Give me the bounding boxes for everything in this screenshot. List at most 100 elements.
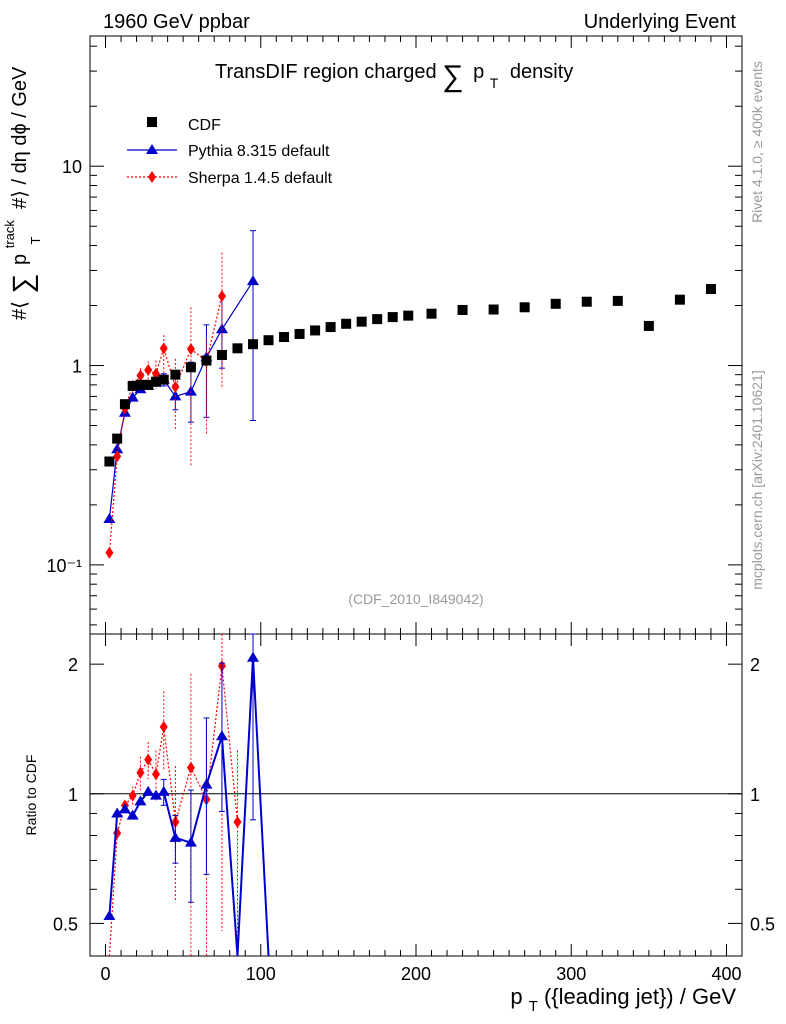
ratio-point-pythia (200, 778, 213, 789)
ratio-y-tick-label-right: 2 (750, 655, 760, 675)
x-tick-label: 300 (556, 964, 586, 984)
ratio-point-pythia (247, 651, 259, 662)
main-point-cdf (112, 433, 123, 444)
ratio-point-sherpa (144, 753, 153, 766)
x-tick-label: 100 (246, 964, 276, 984)
main-point-cdf (185, 362, 196, 373)
rivet-label: Rivet 4.1.0, ≥ 400k events (749, 61, 765, 223)
ratio-y-tick-label-right: 1 (750, 785, 760, 805)
main-point-sherpa (136, 369, 145, 382)
ratio-y-tick-label-right: 0.5 (750, 914, 775, 934)
main-point-cdf (488, 304, 499, 315)
main-point-pythia (247, 275, 259, 286)
main-point-cdf (248, 339, 258, 350)
y-tick-label: 1 (72, 357, 82, 377)
ratio-point-pythia (126, 809, 139, 820)
main-point-cdf (325, 322, 336, 333)
main-point-cdf (232, 343, 243, 354)
main-point-sherpa (113, 450, 122, 463)
legend: CDF Pythia 8.315 default Sherpa 1.4.5 de… (127, 117, 333, 187)
ratio-point-pythia (169, 831, 182, 842)
ratio-point-pythia (103, 910, 116, 921)
ratio-point-sherpa (136, 766, 145, 779)
main-point-sherpa (171, 381, 180, 394)
main-point-cdf (158, 374, 169, 385)
main-point-cdf (150, 376, 161, 387)
main-point-cdf (341, 318, 352, 329)
main-point-sherpa (159, 342, 168, 355)
main-ylabel: #⟨ ∑ p track T #⟩ / dη dϕ / GeV (0, 66, 45, 320)
main-point-cdf (310, 325, 321, 336)
legend-marker-cdf (147, 117, 157, 127)
ratio-point-sherpa (159, 720, 168, 733)
main-point-pythia (111, 443, 124, 454)
y-tick-label: 10 (62, 157, 82, 177)
main-point-cdf (135, 379, 146, 390)
ratio-point-sherpa (186, 761, 195, 774)
ratio-point-pythia (134, 795, 147, 806)
ratio-point-pythia (149, 789, 162, 800)
ratio-point-pythia (118, 803, 131, 814)
ratio-point-sherpa (128, 789, 137, 802)
ratio-y-tick-label: 1 (68, 785, 78, 805)
main-point-cdf (119, 399, 130, 410)
mcplots-label: mcplots.cern.ch [arXiv:2401.10621] (749, 370, 765, 589)
main-point-cdf (216, 349, 227, 360)
header-left: 1960 GeV ppbar (103, 11, 250, 33)
y-tick-label: 10⁻¹ (46, 556, 82, 576)
ratio-point-sherpa (233, 815, 242, 828)
main-point-sherpa (186, 343, 195, 356)
main-point-cdf (426, 308, 437, 319)
main-point-cdf (201, 355, 212, 366)
main-point-cdf (387, 312, 398, 323)
analysis-label: (CDF_2010_I849042) (348, 591, 483, 607)
ratio-y-tick-label: 2 (68, 655, 78, 675)
header-right: Underlying Event (584, 11, 737, 33)
x-tick-label: 200 (401, 964, 431, 984)
main-point-cdf (612, 295, 623, 306)
main-point-pythia (215, 323, 228, 334)
xlabel: p T ({leading jet}) / GeV (510, 984, 736, 1016)
main-point-cdf (674, 294, 685, 305)
main-point-sherpa (105, 546, 114, 559)
main-point-pythia (184, 385, 197, 396)
ratio-ylabel: Ratio to CDF (23, 755, 39, 836)
main-point-cdf (104, 456, 115, 467)
ratio-point-pythia (184, 836, 197, 847)
main-point-cdf (279, 332, 290, 343)
main-point-cdf (372, 314, 383, 325)
main-point-sherpa (144, 363, 153, 376)
main-point-cdf (457, 304, 468, 315)
main-line-sherpa (108, 295, 223, 553)
legend-marker-pythia (146, 144, 158, 154)
ratio-point-pythia (111, 807, 124, 818)
legend-marker-sherpa (148, 171, 156, 183)
main-point-cdf (170, 369, 181, 380)
ratio-point-pythia (142, 785, 155, 796)
main-point-cdf (705, 284, 716, 295)
ratio-point-pythia (215, 730, 228, 741)
ratio-y-tick-label: 0.5 (53, 914, 78, 934)
x-tick-label: 400 (711, 964, 741, 984)
ratio-point-pythia (157, 785, 170, 796)
ratio-point-sherpa (151, 768, 160, 781)
main-title: TransDIF region charged ∑ p T density (215, 60, 573, 93)
main-point-pythia (126, 391, 139, 402)
main-point-cdf (263, 335, 274, 346)
main-point-cdf (403, 310, 414, 321)
legend-label-pythia: Pythia 8.315 default (188, 143, 330, 160)
chart-marks: 0 100 200 300 400 10 1 10⁻¹ 2 2 1 1 0.5 0.5 (46, 36, 775, 984)
main-point-cdf (581, 296, 592, 307)
legend-label-cdf: CDF (188, 117, 221, 134)
main-point-cdf (143, 379, 154, 390)
legend-label-sherpa: Sherpa 1.4.5 default (188, 170, 333, 187)
main-point-cdf (127, 380, 138, 391)
main-point-cdf (643, 320, 654, 331)
main-point-cdf (294, 328, 305, 339)
main-point-cdf (519, 302, 530, 313)
main-point-cdf (550, 298, 561, 309)
main-point-cdf (356, 316, 367, 327)
main-point-sherpa (217, 290, 226, 303)
